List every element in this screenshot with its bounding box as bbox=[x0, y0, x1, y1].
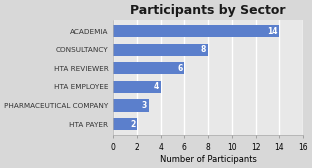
Bar bbox=[113, 81, 161, 93]
Bar bbox=[113, 44, 208, 56]
Text: 4: 4 bbox=[154, 82, 159, 91]
Text: 14: 14 bbox=[267, 27, 278, 35]
Bar bbox=[113, 99, 149, 112]
Text: 8: 8 bbox=[201, 45, 206, 54]
Title: Participants by Sector: Participants by Sector bbox=[130, 4, 286, 17]
Text: 3: 3 bbox=[142, 101, 147, 110]
Text: 6: 6 bbox=[178, 64, 183, 73]
Text: 2: 2 bbox=[130, 120, 135, 129]
Bar bbox=[113, 62, 184, 74]
Bar bbox=[113, 25, 279, 37]
X-axis label: Number of Participants: Number of Participants bbox=[160, 155, 256, 164]
Bar bbox=[113, 118, 137, 130]
